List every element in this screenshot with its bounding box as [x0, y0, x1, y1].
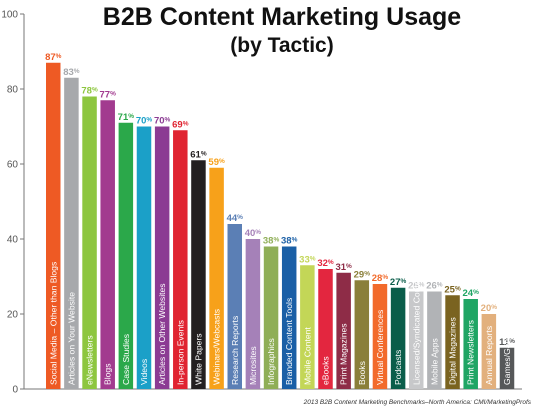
bar	[318, 269, 333, 389]
value-label: 33%	[299, 254, 316, 265]
category-label: Digital Magazines	[448, 317, 458, 385]
value-label: 28%	[372, 273, 389, 284]
category-label: Branded Content Tools	[284, 298, 294, 385]
category-label: Webinars/Webcasts	[212, 309, 222, 385]
bar	[354, 280, 370, 389]
value-label: 20%	[481, 303, 498, 314]
value-label: 70%	[154, 116, 171, 127]
bar	[100, 100, 115, 389]
value-label: 71%	[118, 112, 135, 123]
bar	[227, 224, 242, 389]
bar	[82, 96, 97, 389]
value-label: 77%	[100, 89, 117, 100]
category-label: Videos	[139, 359, 149, 385]
value-label: 32%	[317, 258, 334, 269]
category-label: Print Magazines	[339, 323, 349, 385]
value-label: 25%	[444, 284, 461, 295]
chart-subtitle: (by Tactic)	[230, 34, 333, 57]
bar	[245, 239, 261, 389]
category-label: Mobile Apps	[429, 338, 439, 385]
category-label: Annual Reports	[484, 326, 494, 385]
bar	[445, 295, 460, 389]
value-label: 61%	[190, 149, 207, 160]
y-tick-label: 0	[12, 385, 18, 396]
bar	[154, 126, 170, 389]
bar	[191, 160, 206, 389]
category-label: Blogs	[103, 364, 113, 386]
value-label: 87%	[45, 52, 62, 63]
bar	[136, 126, 152, 389]
category-label: Infographics	[266, 338, 276, 385]
y-tick-label: 100	[1, 10, 18, 21]
category-label: White Papers	[193, 333, 203, 385]
category-label: Social Media – Other than Blogs	[48, 262, 58, 385]
category-label: Podcasts	[393, 350, 403, 385]
bar	[46, 62, 61, 389]
value-label: 38%	[263, 236, 280, 247]
category-label: eNewsletters	[85, 335, 95, 385]
category-label: Books	[357, 361, 367, 385]
chart-title: B2B Content Marketing Usage	[103, 3, 461, 31]
category-label: In-person Events	[175, 320, 185, 385]
value-label: 70%	[136, 116, 153, 127]
value-label: 27%	[390, 277, 407, 288]
category-label: Virtual Conferences	[375, 310, 385, 385]
category-label: Case Studies	[121, 334, 131, 385]
bar	[263, 246, 279, 389]
y-axis-ticks: 0 20 40 60 80 100	[1, 10, 24, 396]
category-label: Research Reports	[230, 316, 240, 385]
bar	[300, 265, 315, 389]
source-note: 2013 B2B Content Marketing Benchmarks–No…	[303, 399, 532, 406]
category-label: Games/Gamification	[502, 307, 512, 385]
bar	[64, 77, 79, 389]
bar	[499, 347, 515, 389]
bar	[336, 272, 351, 389]
bar	[427, 291, 442, 389]
bar	[118, 122, 134, 389]
category-label: Articles on Other Websites	[157, 283, 167, 385]
bar	[463, 299, 478, 389]
value-label: 83%	[63, 67, 80, 78]
value-label: 38%	[281, 236, 298, 247]
bars-group: 87% Social Media – Other than Blogs 83% Art…	[45, 52, 515, 389]
y-tick-label: 80	[7, 85, 19, 96]
value-label: 29%	[354, 269, 371, 280]
value-label: 40%	[245, 228, 262, 239]
category-label: Licensed/Syndicated Content	[411, 273, 421, 385]
bar	[281, 246, 297, 389]
bar	[209, 167, 224, 389]
bar	[481, 314, 497, 389]
value-label: 11%	[499, 337, 515, 348]
value-label: 59%	[208, 157, 225, 168]
y-tick-label: 60	[7, 160, 19, 171]
category-label: Microsites	[248, 346, 258, 385]
value-label: 78%	[81, 86, 98, 97]
bar	[372, 284, 388, 389]
value-label: 69%	[172, 119, 189, 130]
value-label: 24%	[463, 288, 480, 299]
category-label: Mobile Content	[302, 327, 312, 385]
category-label: eBooks	[321, 356, 331, 385]
y-tick-label: 40	[7, 235, 19, 246]
value-label: 44%	[227, 213, 244, 224]
bar	[173, 130, 188, 389]
value-label: 31%	[335, 262, 352, 273]
bar	[390, 287, 406, 389]
value-label: 26%	[426, 281, 443, 292]
category-label: Print Newsletters	[466, 320, 476, 385]
y-tick-label: 20	[7, 310, 19, 321]
category-label: Articles on Your Website	[66, 292, 76, 385]
value-label: 26%	[408, 281, 425, 292]
bar	[409, 291, 424, 389]
